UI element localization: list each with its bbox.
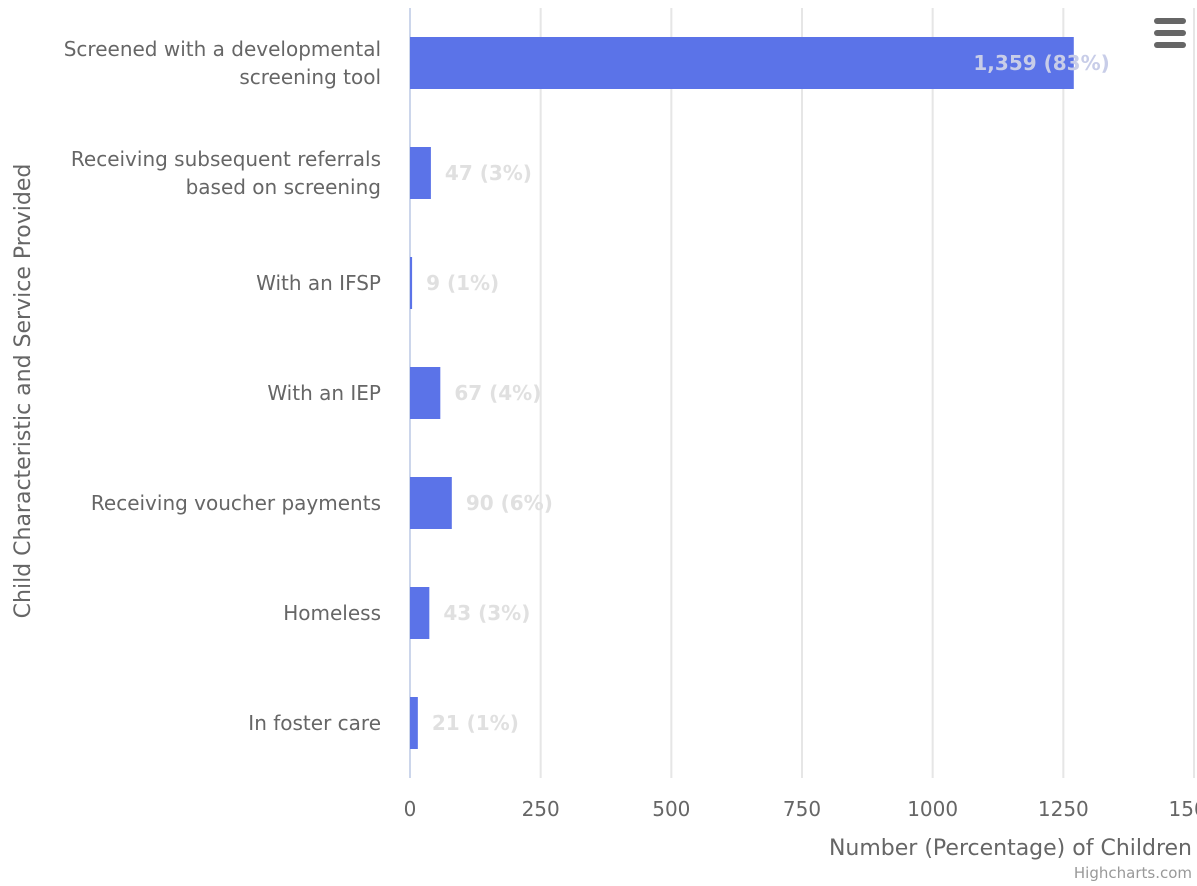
bar[interactable] <box>410 697 418 749</box>
bar[interactable] <box>410 367 441 419</box>
category-label: Homeless <box>283 601 381 625</box>
x-axis-title: Number (Percentage) of Children <box>829 836 1192 861</box>
bar[interactable] <box>410 257 413 309</box>
data-label: 9 (1%) <box>426 271 499 295</box>
bar[interactable] <box>410 477 452 529</box>
x-tick-label: 500 <box>652 797 690 821</box>
data-label: 1,359 (83%) <box>973 51 1109 75</box>
data-labels: 1,359 (83%) 47 (3%) 9 (1%) 67 (4%) 90 (6%) 43… <box>426 51 1110 735</box>
credits-link[interactable]: Highcharts.com <box>1074 864 1192 882</box>
bar[interactable] <box>410 147 431 199</box>
hamburger-menu-icon[interactable] <box>1150 14 1190 52</box>
x-tick-label: 1500 <box>1169 797 1197 821</box>
bar[interactable] <box>410 587 430 639</box>
category-label: Receiving subsequent referrals based on s… <box>71 147 381 199</box>
bars <box>410 37 1074 749</box>
x-tick-label: 1250 <box>1038 797 1089 821</box>
x-tick-labels: 0 250 500 750 1000 1250 1500 <box>404 797 1197 821</box>
data-label: 43 (3%) <box>443 601 530 625</box>
category-label: With an IFSP <box>256 271 381 295</box>
data-label: 47 (3%) <box>445 161 532 185</box>
category-labels: Screened with a developmental screening t… <box>64 37 381 735</box>
x-tick-label: 250 <box>522 797 560 821</box>
category-label: With an IEP <box>267 381 381 405</box>
x-tick-label: 0 <box>404 797 417 821</box>
category-label: Screened with a developmental screening t… <box>64 37 381 89</box>
category-label: In foster care <box>248 711 381 735</box>
x-tick-label: 750 <box>783 797 821 821</box>
gridlines <box>409 8 1195 778</box>
category-label: Receiving voucher payments <box>91 491 381 515</box>
bar[interactable] <box>410 37 1074 89</box>
y-axis-title: Child Characteristic and Service Provide… <box>11 164 36 619</box>
x-tick-label: 1000 <box>907 797 958 821</box>
data-label: 21 (1%) <box>432 711 519 735</box>
data-label: 90 (6%) <box>466 491 553 515</box>
data-label: 67 (4%) <box>454 381 541 405</box>
